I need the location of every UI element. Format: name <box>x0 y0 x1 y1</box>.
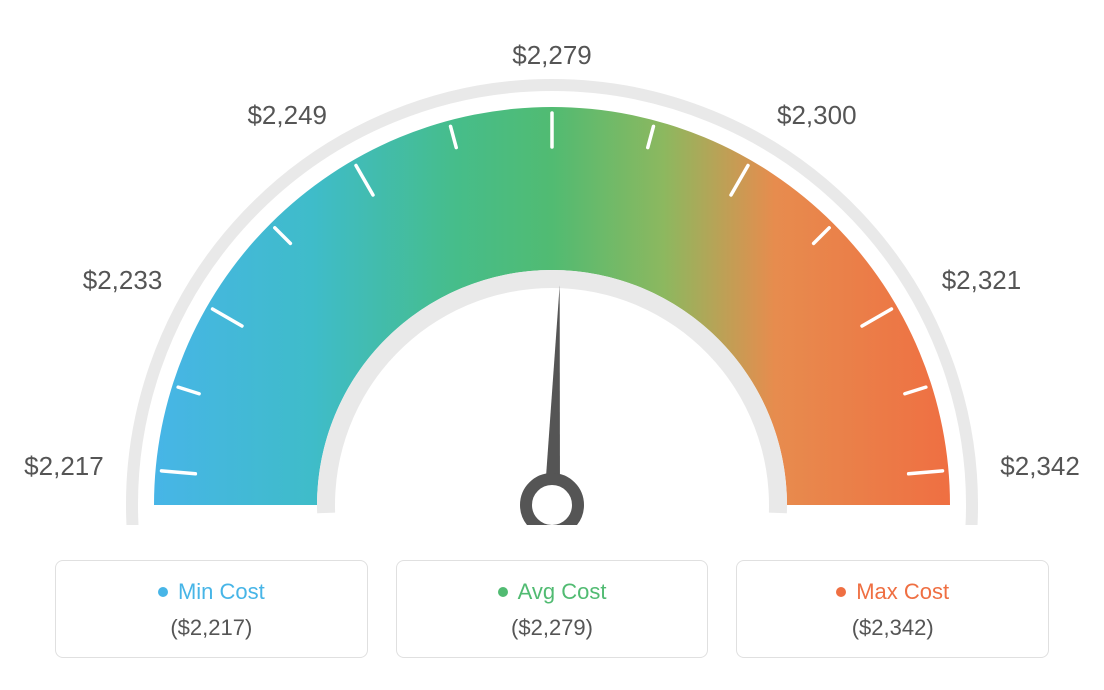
card-avg-value: ($2,279) <box>417 615 688 641</box>
card-max-value: ($2,342) <box>757 615 1028 641</box>
gauge-tick-label: $2,217 <box>14 451 104 482</box>
gauge-tick-label: $2,300 <box>777 100 857 131</box>
dot-avg <box>498 587 508 597</box>
card-max: Max Cost ($2,342) <box>736 560 1049 658</box>
gauge-tick-label: $2,233 <box>72 265 162 296</box>
dot-max <box>836 587 846 597</box>
card-max-label: Max Cost <box>856 579 949 605</box>
gauge-tick-label: $2,249 <box>237 100 327 131</box>
gauge-area: $2,217 $2,233 $2,249 $2,279 $2,300 $2,321 $2,3… <box>0 0 1104 540</box>
card-min-value: ($2,217) <box>76 615 347 641</box>
gauge-svg <box>92 55 1012 525</box>
card-min-title: Min Cost <box>158 579 265 605</box>
legend-cards: Min Cost ($2,217) Avg Cost ($2,279) Max … <box>0 540 1104 658</box>
card-avg-title: Avg Cost <box>498 579 607 605</box>
card-avg-label: Avg Cost <box>518 579 607 605</box>
gauge-tick-label: $2,342 <box>1000 451 1080 482</box>
card-avg: Avg Cost ($2,279) <box>396 560 709 658</box>
card-max-title: Max Cost <box>836 579 949 605</box>
gauge-tick-label: $2,279 <box>507 40 597 71</box>
dot-min <box>158 587 168 597</box>
gauge-tick-label: $2,321 <box>942 265 1022 296</box>
card-min-label: Min Cost <box>178 579 265 605</box>
chart-container: $2,217 $2,233 $2,249 $2,279 $2,300 $2,321 $2,3… <box>0 0 1104 690</box>
card-min: Min Cost ($2,217) <box>55 560 368 658</box>
